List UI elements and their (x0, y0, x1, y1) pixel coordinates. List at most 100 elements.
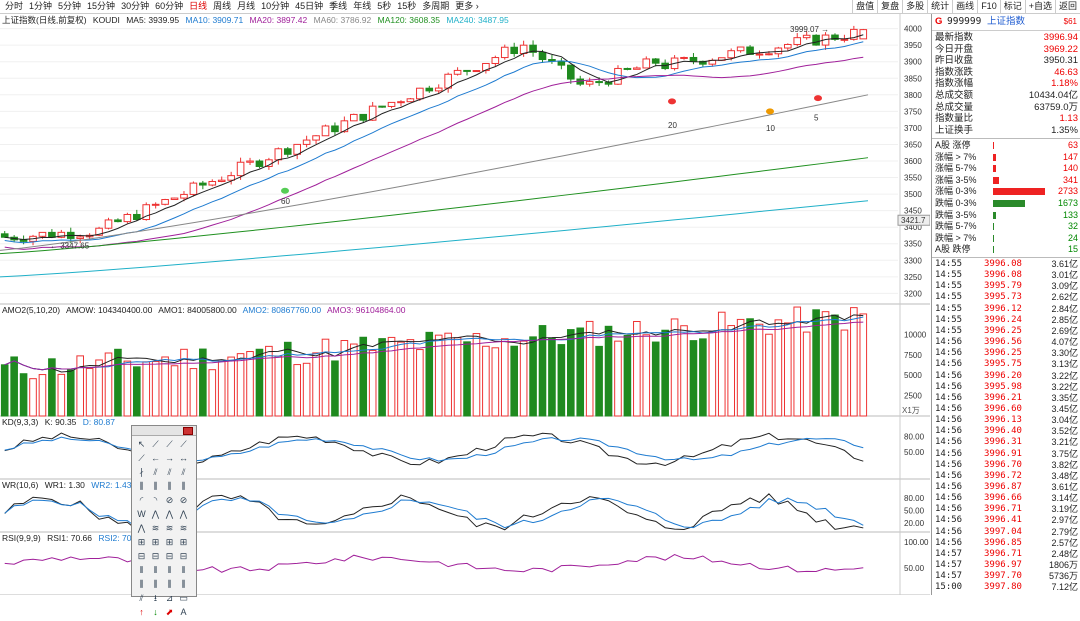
draw-tool-icon-0[interactable]: ↖ (137, 439, 146, 449)
tick-row[interactable]: 14:55 3996.08 3.61亿 (935, 259, 1078, 270)
tick-row[interactable]: 14:55 3995.79 3.09亿 (935, 281, 1078, 292)
draw-tool-icon-29[interactable]: ⊞ (151, 537, 160, 547)
tick-row[interactable]: 14:56 3996.66 3.14亿 (935, 493, 1078, 504)
period-tab-16[interactable]: 更多 › (455, 1, 479, 11)
tick-row[interactable]: 14:56 3995.98 3.22亿 (935, 382, 1078, 393)
period-tab-8[interactable]: 月线 (237, 1, 256, 11)
draw-tool-icon-15[interactable]: ⫼ (181, 481, 186, 491)
kline-chart-svg[interactable]: 4000 3950 3900 3850 3800 3750 3700 3650 3600 3550… (0, 14, 930, 595)
period-tab-10[interactable]: 45日钟 (295, 1, 324, 11)
period-tab-12[interactable]: 年线 (353, 1, 372, 11)
draw-tool-icon-48[interactable]: ↑ (139, 607, 144, 617)
tool-button-1[interactable]: 复盘 (877, 0, 902, 13)
tool-button-4[interactable]: 画线 (952, 0, 977, 13)
draw-tool-icon-41[interactable]: ⫼ (153, 579, 158, 589)
period-tab-3[interactable]: 15分钟 (87, 1, 116, 11)
draw-tool-icon-26[interactable]: ≋ (165, 523, 174, 533)
draw-tool-icon-18[interactable]: ⊘ (165, 495, 174, 505)
draw-tool-icon-39[interactable]: ⦀ (181, 565, 186, 575)
draw-tool-icon-31[interactable]: ⊞ (179, 537, 188, 547)
draw-tool-icon-1[interactable]: ⟋ (152, 439, 159, 449)
draw-tool-icon-46[interactable]: ⊿ (165, 593, 174, 603)
draw-tool-icon-30[interactable]: ⊞ (165, 537, 174, 547)
tick-row[interactable]: 14:56 3996.60 3.45亿 (935, 404, 1078, 415)
period-tab-11[interactable]: 季线 (329, 1, 348, 11)
tick-row[interactable]: 14:57 3997.70 5736万 (935, 571, 1078, 582)
tool-button-8[interactable]: 返回 (1054, 0, 1080, 13)
tool-button-6[interactable]: 标记 (999, 0, 1025, 13)
period-tab-13[interactable]: 5秒 (377, 1, 392, 11)
draw-tool-icon-25[interactable]: ≋ (151, 523, 160, 533)
tick-row[interactable]: 14:56 3996.72 3.48亿 (935, 471, 1078, 482)
draw-tool-icon-44[interactable]: ⫽ (139, 593, 144, 603)
period-tab-5[interactable]: 60分钟 (155, 1, 184, 11)
period-tab-7[interactable]: 周线 (213, 1, 232, 11)
period-tab-9[interactable]: 10分钟 (261, 1, 290, 11)
draw-tool-icon-47[interactable]: ▭ (179, 593, 188, 603)
draw-tool-icon-40[interactable]: ⫼ (139, 579, 144, 589)
draw-tool-icon-21[interactable]: ⋀ (151, 509, 160, 519)
draw-tool-icon-5[interactable]: ← (151, 453, 160, 463)
draw-tool-icon-34[interactable]: ⊟ (165, 551, 174, 561)
tool-button-0[interactable]: 盘值 (852, 0, 877, 13)
draw-tool-icon-38[interactable]: ⦀ (167, 565, 172, 575)
period-tab-1[interactable]: 1分钟 (29, 1, 53, 11)
draw-tool-icon-45[interactable]: ⭳ (153, 593, 158, 603)
draw-tool-icon-4[interactable]: ⟋ (138, 453, 145, 463)
draw-tool-icon-35[interactable]: ⊟ (179, 551, 188, 561)
period-tab-14[interactable]: 15秒 (397, 1, 417, 11)
tick-row[interactable]: 14:56 3996.56 4.07亿 (935, 337, 1078, 348)
period-tab-15[interactable]: 多周期 (422, 1, 450, 11)
tick-row[interactable]: 14:56 3996.40 3.52亿 (935, 426, 1078, 437)
tick-row[interactable]: 14:56 3996.70 3.82亿 (935, 460, 1078, 471)
draw-tool-icon-14[interactable]: ⫼ (167, 481, 172, 491)
draw-tool-icon-17[interactable]: ◝ (153, 495, 158, 505)
tick-row[interactable]: 14:56 3996.41 2.97亿 (935, 515, 1078, 526)
tick-row[interactable]: 14:57 3996.71 2.48亿 (935, 549, 1078, 560)
draw-tool-icon-9[interactable]: ⫽ (153, 467, 158, 477)
draw-tool-icon-11[interactable]: ⫽ (181, 467, 186, 477)
draw-tool-icon-19[interactable]: ⊘ (179, 495, 188, 505)
toolbox-header[interactable] (132, 426, 196, 436)
tick-row[interactable]: 14:56 3996.85 2.57亿 (935, 538, 1078, 549)
draw-tool-icon-16[interactable]: ◜ (139, 495, 144, 505)
draw-tool-icon-43[interactable]: ⫼ (181, 579, 186, 589)
tick-row[interactable]: 14:56 3997.04 2.79亿 (935, 527, 1078, 538)
toolbox-close-icon[interactable] (183, 427, 193, 435)
drawing-toolbox[interactable]: ↖ ⟋ ⟋ ⟋ ⟋ ← → ↔ ∤ ⫽ ⫽ ⫽ ⫼ ⫼ ⫼ ⫼ ◜ ◝ ⊘ ⊘ W ⋀ ⋀ ⋀ ⋀ ≋ ≋ ≋ ⊞ ⊞ ⊞ ⊞ ⊟ ⊟ ⊟ ⊟ ⦀ ⦀ ⦀ ⦀… (131, 425, 197, 617)
tick-row[interactable]: 14:55 3996.24 2.85亿 (935, 315, 1078, 326)
tick-row[interactable]: 14:57 3996.97 1806万 (935, 560, 1078, 571)
draw-tool-icon-2[interactable]: ⟋ (166, 439, 173, 449)
draw-tool-icon-8[interactable]: ∤ (139, 467, 144, 477)
draw-tool-icon-33[interactable]: ⊟ (151, 551, 160, 561)
draw-tool-icon-32[interactable]: ⊟ (137, 551, 146, 561)
draw-tool-icon-36[interactable]: ⦀ (139, 565, 144, 575)
tick-row[interactable]: 14:56 3996.20 3.22亿 (935, 371, 1078, 382)
draw-tool-icon-50[interactable]: ⬈ (165, 607, 174, 617)
draw-tool-icon-7[interactable]: ↔ (179, 453, 188, 463)
tick-row[interactable]: 14:56 3996.71 3.19亿 (935, 504, 1078, 515)
draw-tool-icon-22[interactable]: ⋀ (165, 509, 174, 519)
tick-row[interactable]: 15:00 3997.80 7.12亿 (935, 582, 1078, 593)
draw-tool-icon-24[interactable]: ⋀ (137, 523, 146, 533)
tick-row[interactable]: 14:56 3996.91 3.75亿 (935, 449, 1078, 460)
draw-tool-icon-3[interactable]: ⟋ (180, 439, 187, 449)
tool-button-3[interactable]: 统计 (927, 0, 952, 13)
tool-button-7[interactable]: +自选 (1024, 0, 1055, 13)
draw-tool-icon-51[interactable]: A (180, 607, 187, 617)
tick-row[interactable]: 14:55 3996.25 2.69亿 (935, 326, 1078, 337)
tool-button-2[interactable]: 多股 (902, 0, 927, 13)
tick-row[interactable]: 14:55 3995.73 2.62亿 (935, 292, 1078, 303)
tick-row[interactable]: 14:56 3996.21 3.35亿 (935, 393, 1078, 404)
draw-tool-icon-49[interactable]: ↓ (153, 607, 158, 617)
draw-tool-icon-10[interactable]: ⫽ (167, 467, 172, 477)
tick-row[interactable]: 14:55 3996.08 3.01亿 (935, 270, 1078, 281)
period-tab-2[interactable]: 5分钟 (58, 1, 82, 11)
draw-tool-icon-37[interactable]: ⦀ (153, 565, 158, 575)
draw-tool-icon-6[interactable]: → (165, 453, 174, 463)
draw-tool-icon-12[interactable]: ⫼ (139, 481, 144, 491)
tick-row[interactable]: 14:56 3996.25 3.30亿 (935, 348, 1078, 359)
draw-tool-icon-23[interactable]: ⋀ (179, 509, 188, 519)
tick-row[interactable]: 14:56 3996.13 3.04亿 (935, 415, 1078, 426)
tool-button-5[interactable]: F10 (977, 0, 1000, 13)
